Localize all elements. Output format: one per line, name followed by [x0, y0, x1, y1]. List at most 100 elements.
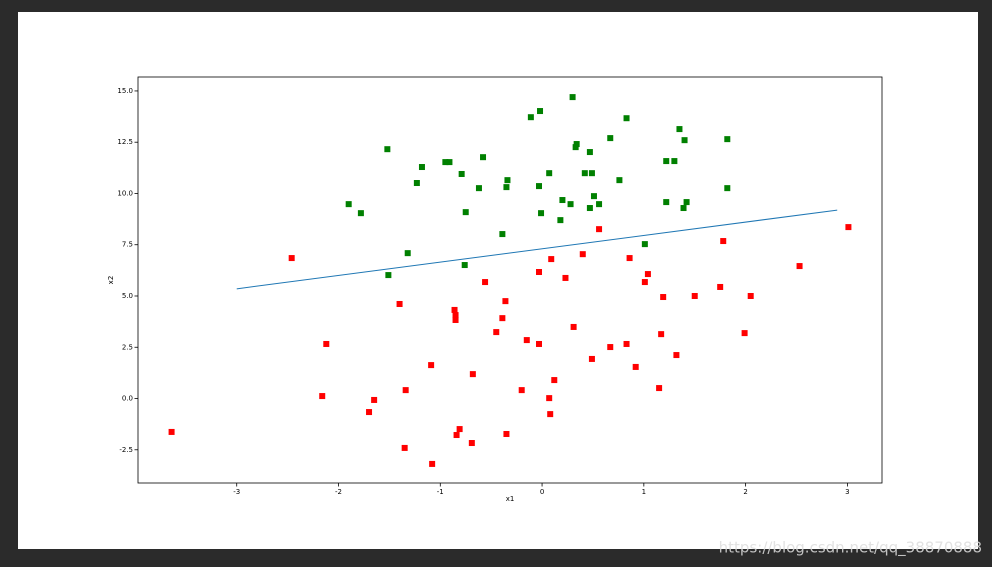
point	[641, 279, 648, 286]
point	[623, 340, 630, 347]
point	[518, 387, 525, 394]
point	[680, 205, 687, 212]
point	[691, 292, 698, 299]
point	[747, 292, 754, 299]
point	[442, 159, 449, 166]
point	[402, 387, 409, 394]
point	[607, 344, 614, 351]
point	[572, 144, 579, 151]
point	[590, 193, 597, 200]
point	[724, 185, 731, 192]
point	[319, 393, 326, 400]
point	[452, 312, 459, 319]
point	[596, 226, 603, 233]
point	[551, 377, 558, 384]
point	[720, 238, 727, 245]
y-tick-label: 0.0	[122, 395, 133, 403]
x-tick-label: 0	[540, 488, 544, 496]
point	[536, 183, 543, 190]
point	[288, 255, 295, 262]
point	[504, 177, 511, 184]
point	[452, 316, 459, 323]
point	[537, 108, 544, 115]
point	[385, 272, 392, 279]
watermark: https://blog.csdn.net/qq_38870888	[719, 539, 982, 558]
y-tick-label: 5.0	[122, 292, 133, 300]
y-tick-label: 10.0	[117, 189, 133, 197]
point	[475, 185, 482, 192]
point	[741, 330, 748, 337]
point	[428, 362, 435, 369]
x-tick-label: -2	[335, 488, 342, 496]
y-tick-label: 2.5	[122, 343, 133, 351]
figure-background	[18, 12, 978, 549]
point	[413, 180, 420, 187]
point	[536, 269, 543, 276]
point	[658, 331, 665, 338]
point	[345, 201, 352, 208]
point	[663, 199, 670, 206]
point	[845, 224, 852, 231]
point	[493, 329, 500, 336]
point	[396, 300, 403, 307]
point	[547, 411, 554, 418]
point	[323, 340, 330, 347]
point	[456, 426, 463, 433]
point	[562, 274, 569, 281]
x-axis-label: x1	[506, 495, 515, 503]
point	[644, 271, 651, 278]
point	[573, 141, 580, 148]
point	[168, 428, 175, 435]
point	[607, 135, 614, 142]
point	[570, 323, 577, 330]
plot-frame	[137, 76, 883, 484]
y-tick-label: -2.5	[119, 446, 133, 454]
point	[588, 355, 595, 362]
point	[482, 279, 489, 286]
point	[499, 231, 506, 238]
point	[671, 158, 678, 165]
point	[681, 137, 688, 144]
point	[458, 170, 465, 177]
point	[503, 184, 510, 191]
point	[523, 337, 530, 344]
point	[660, 294, 667, 301]
point	[616, 177, 623, 184]
point	[446, 159, 453, 166]
point	[538, 210, 545, 217]
point	[384, 146, 391, 153]
point	[656, 385, 663, 392]
point	[683, 199, 690, 206]
point	[663, 158, 670, 165]
y-axis-label: x2	[107, 276, 115, 285]
point	[469, 371, 476, 378]
point	[557, 217, 564, 224]
x-tick-label: 2	[743, 488, 747, 496]
point	[357, 210, 364, 217]
x-tick-label: -3	[233, 488, 240, 496]
point	[527, 114, 534, 121]
y-tick-label: 15.0	[117, 87, 133, 95]
point	[480, 154, 487, 161]
point	[796, 263, 803, 270]
point	[641, 241, 648, 248]
point	[588, 170, 595, 177]
point	[579, 251, 586, 258]
point	[626, 255, 633, 262]
point	[536, 340, 543, 347]
point	[451, 306, 458, 313]
point	[724, 136, 731, 143]
point	[546, 170, 553, 177]
point	[586, 205, 593, 212]
x-tick-label: 3	[845, 488, 849, 496]
point	[596, 201, 603, 208]
point	[503, 430, 510, 437]
point	[632, 363, 639, 370]
decision-line	[236, 209, 838, 290]
x-tick-label: 1	[642, 488, 646, 496]
point	[468, 440, 475, 447]
point	[462, 209, 469, 216]
point	[673, 352, 680, 359]
point	[404, 250, 411, 257]
